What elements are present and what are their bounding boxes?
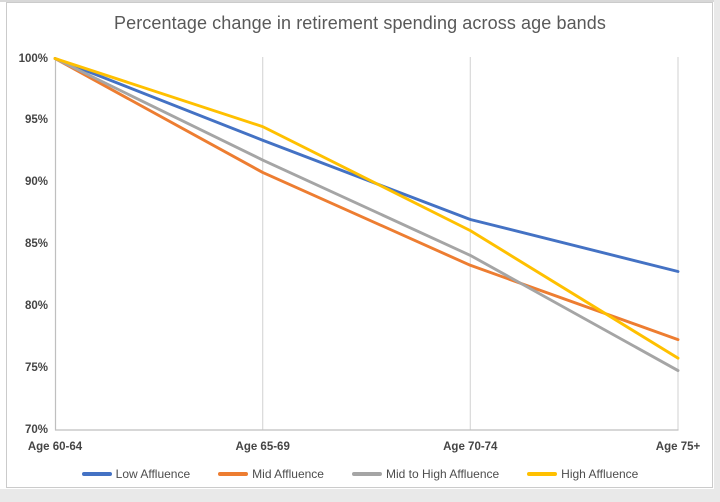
legend-item-high-affluence: High Affluence [527, 467, 638, 481]
axis-lines [54, 57, 679, 431]
legend-label: Low Affluence [115, 467, 191, 481]
legend-item-mid-affluence: Mid Affluence [218, 467, 324, 481]
series-line-mid-to-high-affluence [53, 57, 680, 372]
page-background-strip [0, 489, 720, 502]
page-background-strip [714, 0, 720, 502]
series-line-mid-affluence [53, 57, 680, 342]
y-axis-tick-70: 70% [24, 423, 48, 436]
y-axis-tick-80: 80% [24, 300, 48, 313]
chart-border-frame [6, 2, 713, 488]
chart-legend: Low Affluence Mid Affluence Mid to High … [0, 467, 720, 481]
x-axis-label-age-65-69: Age 65-69 [235, 441, 290, 453]
series-line-high-affluence [53, 57, 680, 360]
legend-item-low-affluence: Low Affluence [81, 467, 191, 481]
y-axis-tick-100: 100% [18, 52, 48, 65]
x-axis-label-age-75plus: Age 75+ [655, 441, 701, 453]
legend-line-swatch-icon [81, 472, 112, 476]
vertical-gridlines [262, 57, 679, 430]
y-axis-tick-75: 75% [24, 362, 48, 375]
legend-line-swatch-icon [527, 472, 558, 476]
legend-label: Mid to High Affluence [385, 467, 500, 481]
x-axis-label-age-70-74: Age 70-74 [443, 441, 498, 453]
data-series-lines [53, 57, 680, 372]
chart-title: Percentage change in retirement spending… [113, 13, 607, 33]
y-axis-tick-90: 90% [24, 176, 48, 189]
legend-line-swatch-icon [218, 472, 249, 476]
page-background-strip [0, 0, 720, 2]
legend-label: High Affluence [561, 467, 639, 481]
legend-line-swatch-icon [351, 472, 382, 476]
legend-label: Mid Affluence [252, 467, 324, 481]
x-axis-label-age-60-64: Age 60-64 [27, 441, 83, 453]
legend-item-mid-to-high-affluence: Mid to High Affluence [351, 467, 500, 481]
y-axis-tick-95: 95% [24, 114, 48, 127]
y-axis-tick-85: 85% [24, 238, 48, 251]
